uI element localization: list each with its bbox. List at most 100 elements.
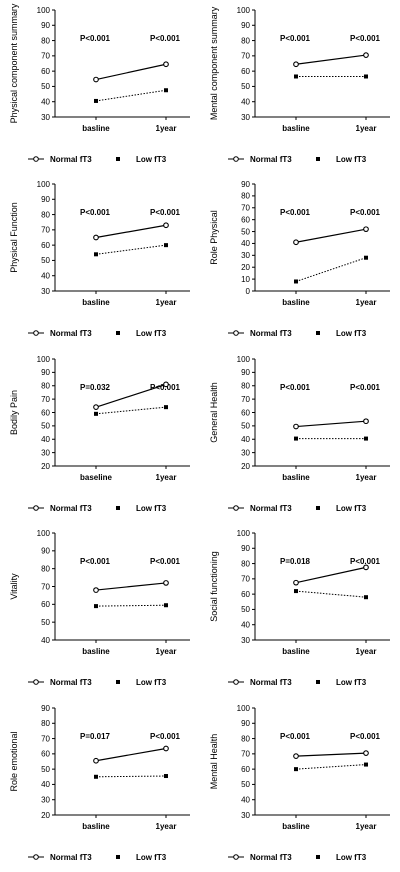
p-value-label: P<0.001 — [150, 383, 181, 392]
y-tick-label: 70 — [241, 204, 250, 213]
y-tick-label: 100 — [237, 703, 251, 712]
y-axis-label: Vitality — [9, 573, 19, 600]
y-tick-label: 80 — [41, 719, 50, 728]
y-tick-label: 30 — [41, 113, 50, 122]
low-ft3-line — [95, 245, 167, 256]
low-ft3-point — [94, 98, 99, 103]
legend-low-marker — [115, 505, 120, 510]
p-value-label: P<0.001 — [80, 34, 111, 43]
p-value-label: P=0.018 — [280, 557, 311, 566]
normal-ft3-point — [93, 76, 99, 83]
y-tick-label: 60 — [241, 216, 250, 225]
y-tick-label: 90 — [241, 544, 250, 553]
y-tick-label: 40 — [41, 435, 50, 444]
y-tick-label: 50 — [241, 780, 250, 789]
normal-ft3-point — [293, 423, 299, 430]
normal-ft3-point — [363, 749, 369, 756]
y-tick-label: 30 — [41, 795, 50, 804]
y-axis-label: Role Physical — [209, 211, 219, 265]
p-value-label: P<0.001 — [280, 732, 311, 741]
y-tick-label: 90 — [241, 21, 250, 30]
legend-low-label: Low fT3 — [136, 504, 167, 513]
low-ft3-point — [163, 773, 168, 778]
y-axis-label: Bodily Pain — [9, 390, 19, 435]
y-tick-label: 50 — [41, 257, 50, 266]
legend-normal-marker — [33, 853, 39, 860]
normal-ft3-point — [293, 752, 299, 759]
y-tick-label: 60 — [41, 749, 50, 758]
y-tick-label: 40 — [41, 636, 50, 645]
p-value-label: P<0.001 — [350, 34, 381, 43]
y-tick-label: 60 — [241, 765, 250, 774]
x-tick-label: 1year — [356, 124, 377, 133]
legend-normal-label: Normal fT3 — [50, 678, 92, 687]
y-tick-label: 60 — [241, 590, 250, 599]
normal-ft3-point — [363, 564, 369, 571]
y-tick-label: 60 — [41, 408, 50, 417]
y-tick-label: 20 — [41, 810, 50, 819]
y-tick-label: 90 — [41, 195, 50, 204]
y-tick-label: 70 — [41, 582, 50, 591]
y-tick-label: 20 — [241, 462, 250, 471]
legend-normal-label: Normal fT3 — [250, 155, 292, 164]
low-ft3-line — [295, 763, 367, 770]
normal-ft3-point — [363, 52, 369, 58]
normal-ft3-point — [163, 745, 169, 751]
y-tick-label: 50 — [241, 605, 250, 614]
y-axis-label: Mental Health — [209, 733, 219, 788]
chart-panel: 40 50 60 70 80 90 100 Vitality basline 1year P<0.0… — [9, 529, 190, 687]
y-tick-label: 30 — [41, 448, 50, 457]
legend-low-marker — [315, 854, 320, 859]
low-ft3-point — [294, 74, 299, 79]
x-tick-label: 1year — [356, 473, 377, 482]
y-tick-label: 80 — [241, 192, 250, 201]
x-tick-label: basline — [82, 647, 110, 656]
low-ft3-point — [163, 88, 168, 93]
legend-low-label: Low fT3 — [336, 155, 367, 164]
y-tick-label: 60 — [41, 67, 50, 76]
legend-low-marker — [315, 680, 320, 685]
x-tick-label: baseline — [80, 473, 113, 482]
y-tick-label: 70 — [241, 749, 250, 758]
y-tick-label: 20 — [241, 263, 250, 272]
low-ft3-point — [94, 252, 99, 257]
y-tick-label: 100 — [37, 180, 51, 189]
p-value-label: P<0.001 — [350, 208, 381, 217]
normal-ft3-point — [293, 239, 299, 246]
y-tick-label: 50 — [241, 82, 250, 91]
y-tick-label: 100 — [37, 529, 51, 538]
legend-normal-label: Normal fT3 — [50, 329, 92, 338]
y-tick-label: 30 — [241, 636, 250, 645]
y-tick-label: 60 — [41, 600, 50, 609]
y-tick-label: 100 — [37, 355, 51, 364]
low-ft3-point — [363, 256, 368, 261]
y-tick-label: 80 — [241, 381, 250, 390]
y-tick-label: 90 — [41, 547, 50, 556]
y-tick-label: 100 — [237, 6, 251, 15]
legend-normal-label: Normal fT3 — [50, 504, 92, 513]
legend-normal-marker — [33, 504, 39, 511]
x-tick-label: basline — [282, 473, 310, 482]
y-tick-label: 70 — [241, 575, 250, 584]
p-value-label: P<0.001 — [150, 208, 181, 217]
legend-low-marker — [115, 156, 120, 161]
y-tick-label: 70 — [41, 226, 50, 235]
x-tick-label: 1year — [356, 298, 377, 307]
p-value-label: P<0.001 — [280, 34, 311, 43]
low-ft3-point — [94, 774, 99, 779]
x-tick-label: 1year — [156, 473, 177, 482]
low-ft3-point — [294, 436, 299, 441]
normal-ft3-line — [95, 63, 167, 81]
y-tick-label: 90 — [241, 368, 250, 377]
low-ft3-point — [363, 74, 368, 79]
y-tick-label: 90 — [241, 719, 250, 728]
legend-normal-marker — [33, 156, 39, 162]
normal-ft3-point — [293, 61, 299, 68]
p-value-label: P<0.001 — [350, 732, 381, 741]
x-tick-label: 1year — [156, 647, 177, 656]
legend-low-marker — [115, 854, 120, 859]
normal-ft3-point — [163, 61, 169, 68]
y-tick-label: 70 — [241, 395, 250, 404]
p-value-label: P<0.001 — [80, 557, 111, 566]
legend-normal-label: Normal fT3 — [250, 853, 292, 862]
